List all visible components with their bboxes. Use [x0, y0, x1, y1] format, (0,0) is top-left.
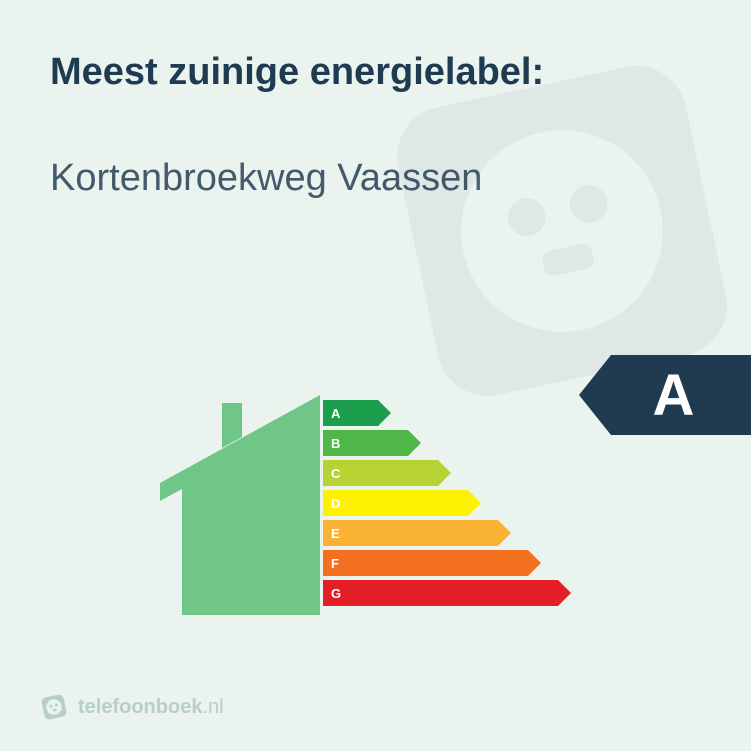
- rating-arrow: [579, 355, 611, 435]
- energy-bar-label: E: [323, 520, 498, 546]
- house-icon: [160, 395, 320, 615]
- energy-bar-label: B: [323, 430, 408, 456]
- rating-letter: A: [611, 355, 751, 435]
- energy-bar-label: G: [323, 580, 558, 606]
- energy-bar-label: D: [323, 490, 468, 516]
- page-title: Meest zuinige energielabel:: [50, 50, 701, 96]
- footer-brand-bold: telefoonboek: [78, 696, 202, 718]
- energy-chart: ABCDEFG: [160, 370, 600, 630]
- chevron-right-icon: [498, 520, 511, 546]
- footer-brand-light: .nl: [202, 696, 223, 718]
- energy-bar-label: A: [323, 400, 378, 426]
- chevron-right-icon: [528, 550, 541, 576]
- chevron-right-icon: [378, 400, 391, 426]
- energy-label-card: Meest zuinige energielabel: Kortenbroekw…: [0, 0, 751, 751]
- footer-logo-icon: [40, 693, 68, 721]
- chevron-right-icon: [558, 580, 571, 606]
- location-subtitle: Kortenbroekweg Vaassen: [50, 156, 701, 202]
- chevron-right-icon: [468, 490, 481, 516]
- chevron-right-icon: [438, 460, 451, 486]
- footer-brand: telefoonboek.nl: [40, 693, 224, 721]
- footer-text: telefoonboek.nl: [78, 696, 224, 719]
- energy-bar-label: C: [323, 460, 438, 486]
- energy-bar-label: F: [323, 550, 528, 576]
- chevron-right-icon: [408, 430, 421, 456]
- rating-badge: A: [579, 355, 751, 435]
